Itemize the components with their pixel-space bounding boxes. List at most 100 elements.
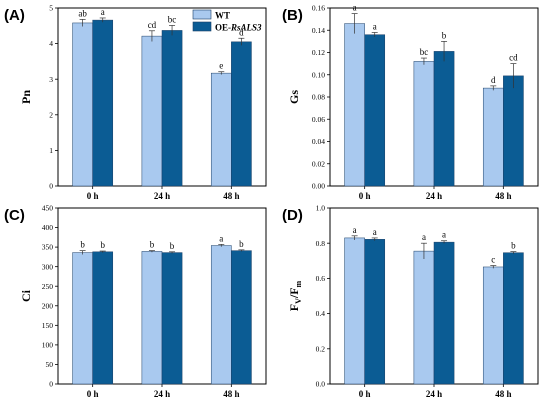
bar-oe	[92, 251, 114, 385]
y-tick-label: 300	[42, 262, 54, 271]
x-tick-label: 24 h	[426, 389, 442, 399]
y-tick-label: 400	[42, 223, 54, 232]
significance-letter: a	[353, 225, 357, 235]
y-axis-label: FV/Fm	[287, 280, 303, 311]
y-tick-label: 0.00	[312, 182, 325, 191]
significance-letter: a	[373, 227, 377, 237]
significance-letter: b	[511, 241, 516, 251]
panel-3: (C) 0 50 100 150 200 250 300 350 400 450 Ci 0 h b b 24 …	[4, 204, 267, 399]
bar-wt	[210, 245, 232, 385]
x-tick-label: 0 h	[87, 389, 99, 399]
y-tick-label: 0.14	[312, 26, 325, 35]
significance-letter: b	[239, 239, 244, 249]
x-tick-label: 24 h	[154, 389, 170, 399]
panel-label: (B)	[282, 7, 303, 24]
significance-letter: b	[100, 240, 105, 250]
significance-letter: cd	[148, 20, 157, 30]
legend-label-oe-prefix: OE-	[215, 23, 231, 33]
x-tick-label: 24 h	[426, 191, 442, 201]
bar-oe	[231, 41, 252, 187]
panel-label: (A)	[4, 7, 25, 24]
legend-swatch-wt	[192, 9, 212, 20]
y-tick-label: 0.04	[312, 137, 325, 146]
legend-label-oe-gene: RsALS3	[230, 23, 262, 33]
y-tick-label: 100	[42, 340, 54, 349]
y-tick-label: 0.02	[312, 159, 325, 168]
y-tick-label: 450	[42, 204, 54, 213]
panel-2: (B) 0.00 0.02 0.04 0.06 0.08 0.10 0.12 0.14 0.16 G…	[282, 3, 539, 201]
bar-oe	[433, 241, 455, 385]
bar-oe	[161, 252, 183, 385]
legend: WT OE-RsALS3	[192, 9, 262, 33]
bar-oe	[503, 75, 524, 187]
significance-letter: a	[373, 21, 377, 31]
y-tick-label: 0	[49, 182, 53, 191]
significance-letter: b	[442, 30, 447, 40]
bar-wt	[72, 252, 93, 385]
significance-letter: bc	[420, 47, 429, 57]
bar-oe	[433, 51, 455, 187]
bar-wt	[141, 35, 163, 187]
y-tick-label: 200	[42, 301, 54, 310]
y-tick-label: 3	[49, 75, 53, 84]
y-tick-label: 0.10	[312, 70, 325, 79]
x-tick-label: 24 h	[154, 191, 170, 201]
significance-letter: a	[422, 232, 426, 242]
bar-wt	[344, 237, 365, 385]
x-tick-label: 48 h	[223, 389, 239, 399]
bar-wt	[413, 250, 435, 385]
significance-letter: b	[80, 240, 85, 250]
panel-1: (A) 0 1 2 3 4 5 Pn 0 h ab a 24 h cd bc 48 h e d	[4, 4, 267, 201]
y-tick-label: 0.0	[316, 380, 326, 389]
x-tick-label: 48 h	[223, 191, 239, 201]
y-tick-label: 50	[46, 360, 54, 369]
significance-letter: a	[353, 3, 357, 13]
bar-wt	[413, 61, 435, 187]
y-axis-label: Ci	[19, 289, 33, 302]
bar-oe	[231, 250, 252, 385]
y-axis-label: Pn	[19, 90, 33, 104]
y-tick-label: 350	[42, 243, 54, 252]
significance-letter: bc	[168, 14, 177, 24]
y-tick-label: 0.8	[316, 239, 326, 248]
significance-letter: a	[101, 7, 105, 17]
x-tick-label: 0 h	[87, 191, 99, 201]
x-tick-label: 48 h	[495, 389, 511, 399]
bar-wt	[482, 87, 504, 187]
y-tick-label: 250	[42, 282, 54, 291]
legend-swatch-oe	[192, 21, 212, 32]
significance-letter: ab	[78, 8, 87, 18]
bar-wt	[482, 266, 504, 385]
bar-oe	[161, 30, 183, 187]
y-tick-label: 0.06	[312, 115, 325, 124]
bar-oe	[503, 252, 524, 385]
bar-wt	[344, 23, 365, 187]
y-tick-label: 0.2	[316, 344, 326, 353]
significance-letter: d	[239, 27, 244, 37]
y-tick-label: 0.16	[312, 4, 325, 13]
y-tick-label: 0	[49, 380, 53, 389]
x-tick-label: 0 h	[359, 191, 371, 201]
significance-letter: e	[219, 61, 223, 71]
bar-wt	[141, 251, 163, 385]
significance-letter: cd	[509, 53, 518, 63]
panel-label: (C)	[4, 207, 25, 224]
panel-label: (D)	[282, 207, 303, 224]
y-tick-label: 0.08	[312, 93, 325, 102]
significance-letter: a	[442, 230, 446, 240]
y-tick-label: 0.6	[316, 274, 326, 283]
y-tick-label: 5	[49, 4, 53, 13]
legend-label-oe: OE-RsALS3	[215, 23, 262, 33]
significance-letter: c	[491, 255, 495, 265]
y-tick-label: 0.4	[316, 309, 326, 318]
x-tick-label: 48 h	[495, 191, 511, 201]
significance-letter: b	[150, 240, 155, 250]
significance-letter: b	[170, 241, 175, 251]
panel-4: (D) 0.0 0.2 0.4 0.6 0.8 1.0 FV/Fm 0 h a a 24 h a a 48 …	[282, 204, 539, 399]
y-tick-label: 4	[49, 39, 53, 48]
bar-oe	[364, 34, 386, 187]
y-axis-label: Gs	[287, 90, 301, 104]
x-tick-label: 0 h	[359, 389, 371, 399]
y-tick-label: 2	[49, 110, 53, 119]
